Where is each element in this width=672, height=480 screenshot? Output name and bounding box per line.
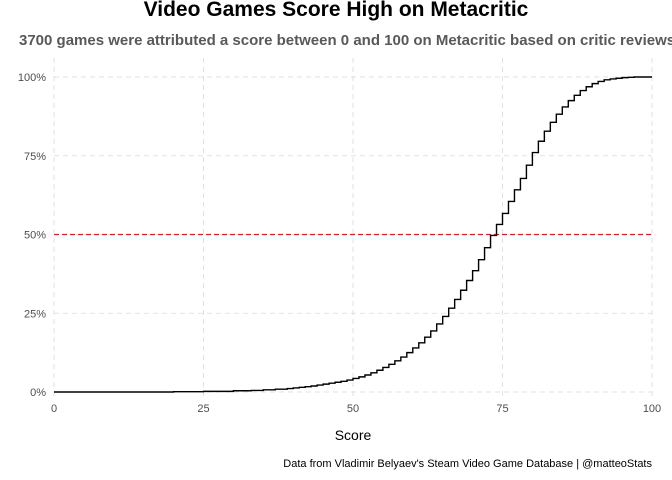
x-tick-labels: 0 25 50 75 100 (51, 403, 661, 415)
y-tick-label: 25% (24, 308, 46, 320)
y-tick-labels: 0% 25% 50% 75% 100% (18, 72, 46, 399)
data-series-layer (54, 76, 652, 393)
y-tick-label: 100% (18, 72, 46, 84)
ecdf-step-line-0 (54, 76, 652, 393)
y-tick-label: 75% (24, 151, 46, 163)
x-tick-label: 0 (51, 403, 57, 415)
x-axis-title: Score (335, 427, 372, 443)
x-tick-label: 100 (643, 403, 661, 415)
chart-title: Video Games Score High on Metacritic (143, 0, 529, 21)
chart-caption: Data from Vladimir Belyaev's Steam Video… (283, 458, 652, 470)
x-tick-label: 25 (197, 403, 209, 415)
y-tick-label: 0% (30, 387, 46, 399)
chart-subtitle: 3700 games were attributed a score betwe… (19, 32, 672, 49)
x-tick-label: 50 (347, 403, 359, 415)
x-tick-label: 75 (496, 403, 508, 415)
y-tick-label: 50% (24, 230, 46, 242)
